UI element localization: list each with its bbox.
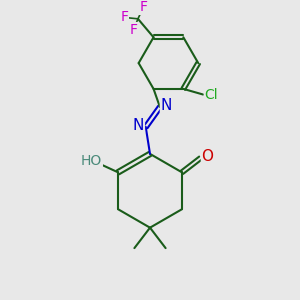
Text: F: F <box>120 11 128 24</box>
Text: Cl: Cl <box>204 88 218 102</box>
Text: O: O <box>202 149 214 164</box>
Text: F: F <box>130 22 138 37</box>
Text: N: N <box>133 118 144 133</box>
Text: F: F <box>140 0 148 14</box>
Text: HO: HO <box>81 154 102 168</box>
Text: N: N <box>160 98 172 113</box>
